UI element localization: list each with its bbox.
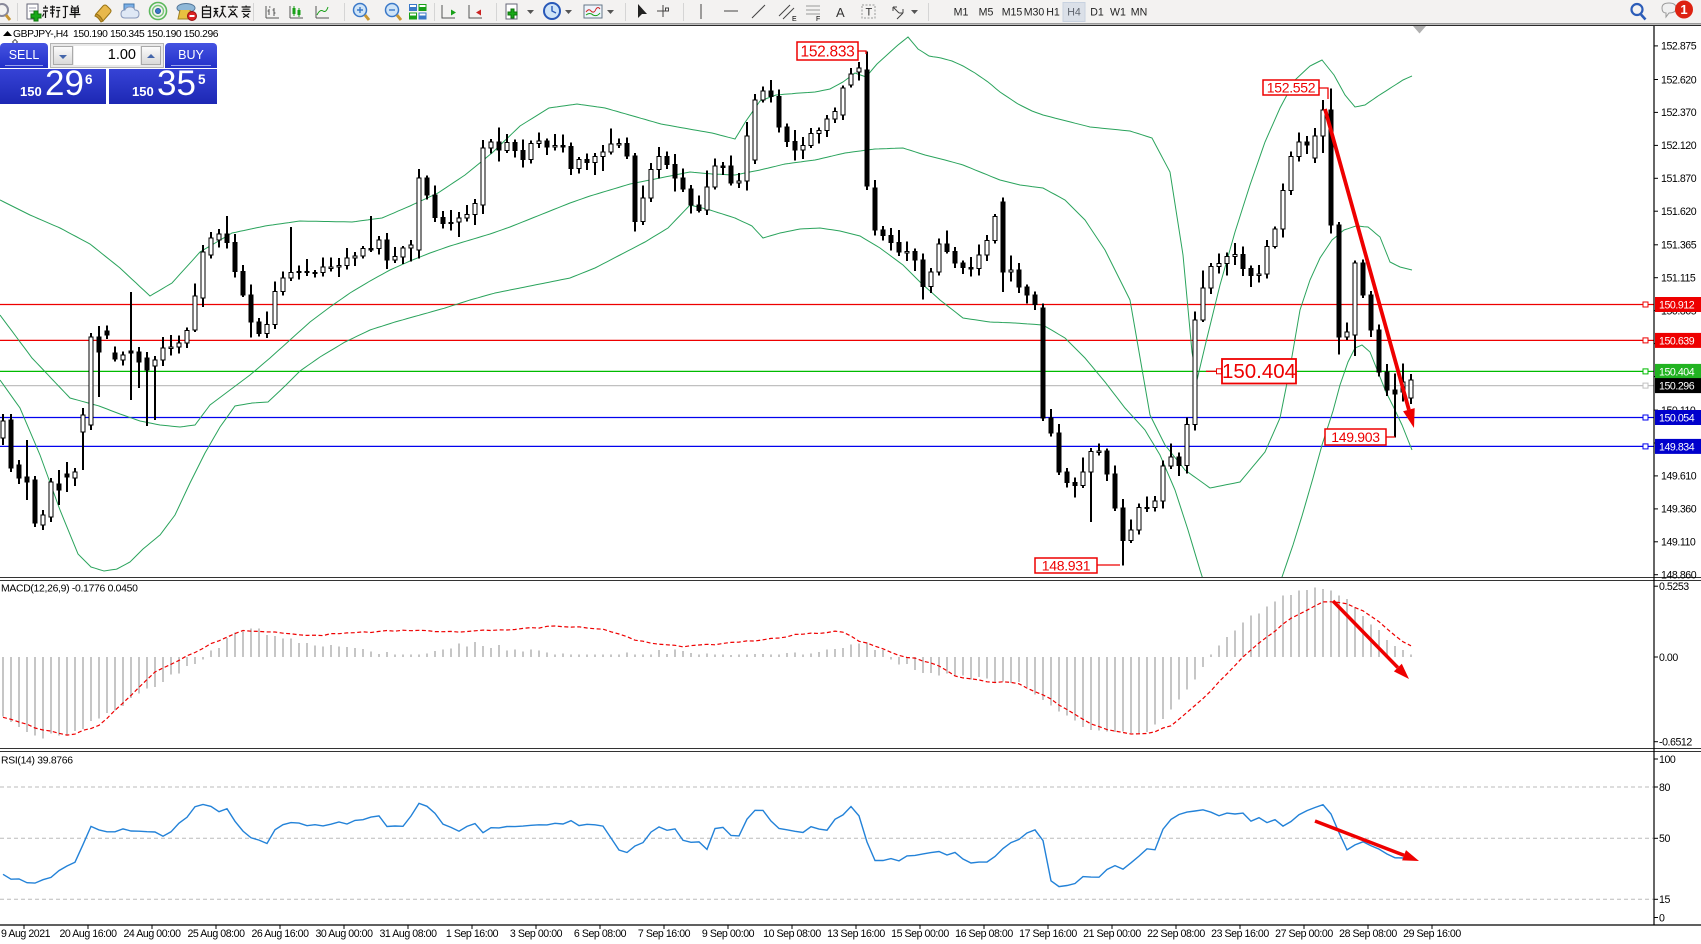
svg-text:M30: M30 — [1024, 7, 1045, 19]
svg-text:10 Sep 08:00: 10 Sep 08:00 — [763, 928, 821, 940]
svg-text:152.120: 152.120 — [1661, 140, 1697, 152]
svg-text:0: 0 — [1659, 912, 1665, 924]
svg-text:150.054: 150.054 — [1659, 413, 1695, 425]
svg-text:M5: M5 — [979, 7, 994, 19]
svg-text:27 Sep 00:00: 27 Sep 00:00 — [1275, 928, 1333, 940]
svg-text:15 Sep 00:00: 15 Sep 00:00 — [891, 928, 949, 940]
svg-text:3 Sep 00:00: 3 Sep 00:00 — [510, 928, 563, 940]
svg-text:RSI(14) 39.8766: RSI(14) 39.8766 — [1, 756, 73, 767]
svg-text:149.834: 149.834 — [1659, 441, 1695, 453]
svg-text:7 Sep 16:00: 7 Sep 16:00 — [638, 928, 691, 940]
svg-text:152.833: 152.833 — [801, 44, 855, 61]
svg-text:D1: D1 — [1090, 7, 1104, 19]
svg-text:149.360: 149.360 — [1661, 504, 1697, 516]
svg-text:22 Sep 08:00: 22 Sep 08:00 — [1147, 928, 1205, 940]
svg-text:148.931: 148.931 — [1042, 558, 1091, 574]
svg-text:MN: MN — [1131, 7, 1147, 19]
svg-text:H4: H4 — [1067, 7, 1081, 19]
svg-text:29 Sep 16:00: 29 Sep 16:00 — [1403, 928, 1461, 940]
svg-text:150.404: 150.404 — [1659, 366, 1695, 378]
svg-text:26 Aug 16:00: 26 Aug 16:00 — [251, 928, 309, 940]
svg-text:20 Aug 16:00: 20 Aug 16:00 — [59, 928, 117, 940]
svg-text:13 Sep 16:00: 13 Sep 16:00 — [827, 928, 885, 940]
svg-text:28 Sep 08:00: 28 Sep 08:00 — [1339, 928, 1397, 940]
svg-text:0.00: 0.00 — [1659, 652, 1678, 664]
svg-text:16 Sep 08:00: 16 Sep 08:00 — [955, 928, 1013, 940]
svg-text:GBPJPY-,H4 150.190 150.345 15: GBPJPY-,H4 150.190 150.345 150.190 150.2… — [13, 29, 219, 40]
svg-text:151.620: 151.620 — [1661, 206, 1697, 218]
svg-text:1: 1 — [1680, 2, 1687, 17]
svg-text:30 Aug 00:00: 30 Aug 00:00 — [315, 928, 373, 940]
svg-text:152.875: 152.875 — [1661, 41, 1697, 53]
svg-text:80: 80 — [1659, 782, 1670, 794]
svg-text:150.296: 150.296 — [1659, 381, 1695, 393]
svg-text:149.110: 149.110 — [1661, 537, 1696, 549]
svg-text:6 Sep 08:00: 6 Sep 08:00 — [574, 928, 627, 940]
svg-text:150.404: 150.404 — [1222, 360, 1296, 383]
svg-text:9 Sep 00:00: 9 Sep 00:00 — [702, 928, 755, 940]
svg-text:M15: M15 — [1002, 7, 1023, 19]
svg-text:152.552: 152.552 — [1267, 80, 1316, 96]
svg-text:23 Sep 16:00: 23 Sep 16:00 — [1211, 928, 1269, 940]
svg-text:25 Aug 08:00: 25 Aug 08:00 — [187, 928, 245, 940]
svg-text:E: E — [792, 16, 797, 23]
svg-text:F: F — [816, 16, 820, 23]
svg-text:0.5253: 0.5253 — [1659, 581, 1689, 593]
svg-text:H1: H1 — [1046, 7, 1060, 19]
svg-text:24 Aug 00:00: 24 Aug 00:00 — [123, 928, 181, 940]
svg-text:152.370: 152.370 — [1661, 107, 1697, 119]
svg-text:W1: W1 — [1110, 7, 1126, 19]
svg-text:21 Sep 00:00: 21 Sep 00:00 — [1083, 928, 1141, 940]
svg-text:A: A — [836, 5, 845, 20]
svg-text:149.610: 149.610 — [1661, 471, 1697, 483]
svg-text:50: 50 — [1659, 833, 1670, 845]
svg-text:15: 15 — [1659, 894, 1670, 906]
svg-text:152.620: 152.620 — [1661, 74, 1697, 86]
svg-text:31 Aug 08:00: 31 Aug 08:00 — [379, 928, 437, 940]
svg-text:150.639: 150.639 — [1659, 335, 1695, 347]
svg-text:T: T — [866, 7, 873, 19]
svg-text:148.860: 148.860 — [1661, 570, 1697, 582]
svg-text:150.912: 150.912 — [1659, 300, 1695, 312]
svg-text:9 Aug 2021: 9 Aug 2021 — [1, 928, 51, 940]
svg-text:M1: M1 — [954, 7, 969, 19]
svg-text:100: 100 — [1659, 754, 1676, 766]
svg-text:149.903: 149.903 — [1331, 429, 1380, 445]
svg-text:MACD(12,26,9) -0.1776 0.0450: MACD(12,26,9) -0.1776 0.0450 — [1, 584, 138, 595]
svg-text:-0.6512: -0.6512 — [1659, 737, 1692, 749]
svg-text:151.365: 151.365 — [1661, 240, 1697, 252]
svg-text:17 Sep 16:00: 17 Sep 16:00 — [1019, 928, 1077, 940]
svg-text:1 Sep 16:00: 1 Sep 16:00 — [446, 928, 499, 940]
svg-text:151.115: 151.115 — [1661, 273, 1696, 285]
svg-text:151.870: 151.870 — [1661, 173, 1697, 185]
